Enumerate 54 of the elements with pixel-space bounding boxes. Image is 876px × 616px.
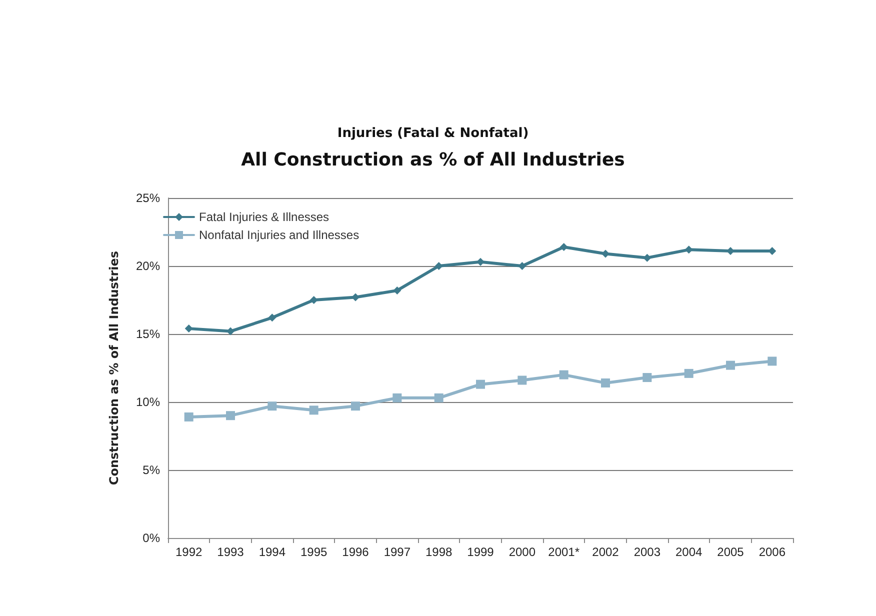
x-tick-label: 1997	[384, 545, 411, 559]
y-tick-label: 5%	[142, 463, 160, 477]
point	[434, 262, 443, 270]
point	[601, 378, 610, 388]
x-tick-label: 2005	[717, 545, 744, 559]
point	[268, 402, 277, 411]
point	[226, 327, 234, 336]
y-tick-label: 25%	[136, 191, 160, 205]
x-tick-label: 2006	[758, 545, 786, 559]
y-tick-label: 20%	[136, 259, 160, 273]
point	[476, 258, 484, 266]
point	[476, 380, 485, 389]
x-tick-label: 1999	[467, 545, 494, 559]
y-tick-label: 10%	[136, 395, 160, 409]
chart-title: All Construction as % of All Industries	[241, 150, 625, 170]
x-tick-label: 1996	[342, 545, 370, 559]
x-tick-label: 1998	[425, 545, 453, 559]
point	[393, 286, 402, 294]
x-tick-label: 2003	[634, 545, 661, 559]
point	[392, 393, 402, 402]
point	[684, 368, 694, 378]
point	[268, 314, 276, 322]
point	[184, 324, 193, 333]
point	[310, 296, 318, 304]
point	[602, 250, 610, 258]
y-axis-title: Construction as % of All Industries	[107, 250, 121, 486]
point	[309, 406, 318, 415]
point	[184, 412, 194, 422]
point	[434, 393, 444, 402]
x-tick-label: 1994	[258, 545, 286, 559]
point	[352, 293, 360, 302]
x-tick-label: 2004	[675, 545, 703, 559]
y-tick-label: 0%	[142, 531, 160, 545]
legend-label: Fatal Injuries & Illnesses	[199, 210, 330, 224]
y-tick-label: 15%	[136, 327, 160, 341]
point	[559, 370, 568, 380]
x-tick-label: 1993	[217, 545, 244, 559]
x-tick-label: 1995	[300, 545, 328, 559]
point	[518, 376, 527, 385]
x-tick-label: 1992	[175, 545, 203, 559]
chart-subtitle: Injuries (Fatal & Nonfatal)	[337, 126, 529, 141]
x-tick-label: 2000	[508, 545, 536, 559]
point	[518, 262, 526, 270]
x-tick-label: 2001*	[548, 545, 580, 559]
point	[351, 402, 360, 411]
point	[642, 373, 652, 382]
x-tick-label: 2002	[592, 545, 620, 559]
legend-label: Nonfatal Injuries and Illnesses	[199, 228, 360, 242]
point	[643, 254, 652, 262]
point	[768, 356, 777, 366]
point	[684, 246, 693, 254]
point	[726, 360, 735, 370]
point	[560, 242, 568, 251]
point	[226, 411, 235, 420]
